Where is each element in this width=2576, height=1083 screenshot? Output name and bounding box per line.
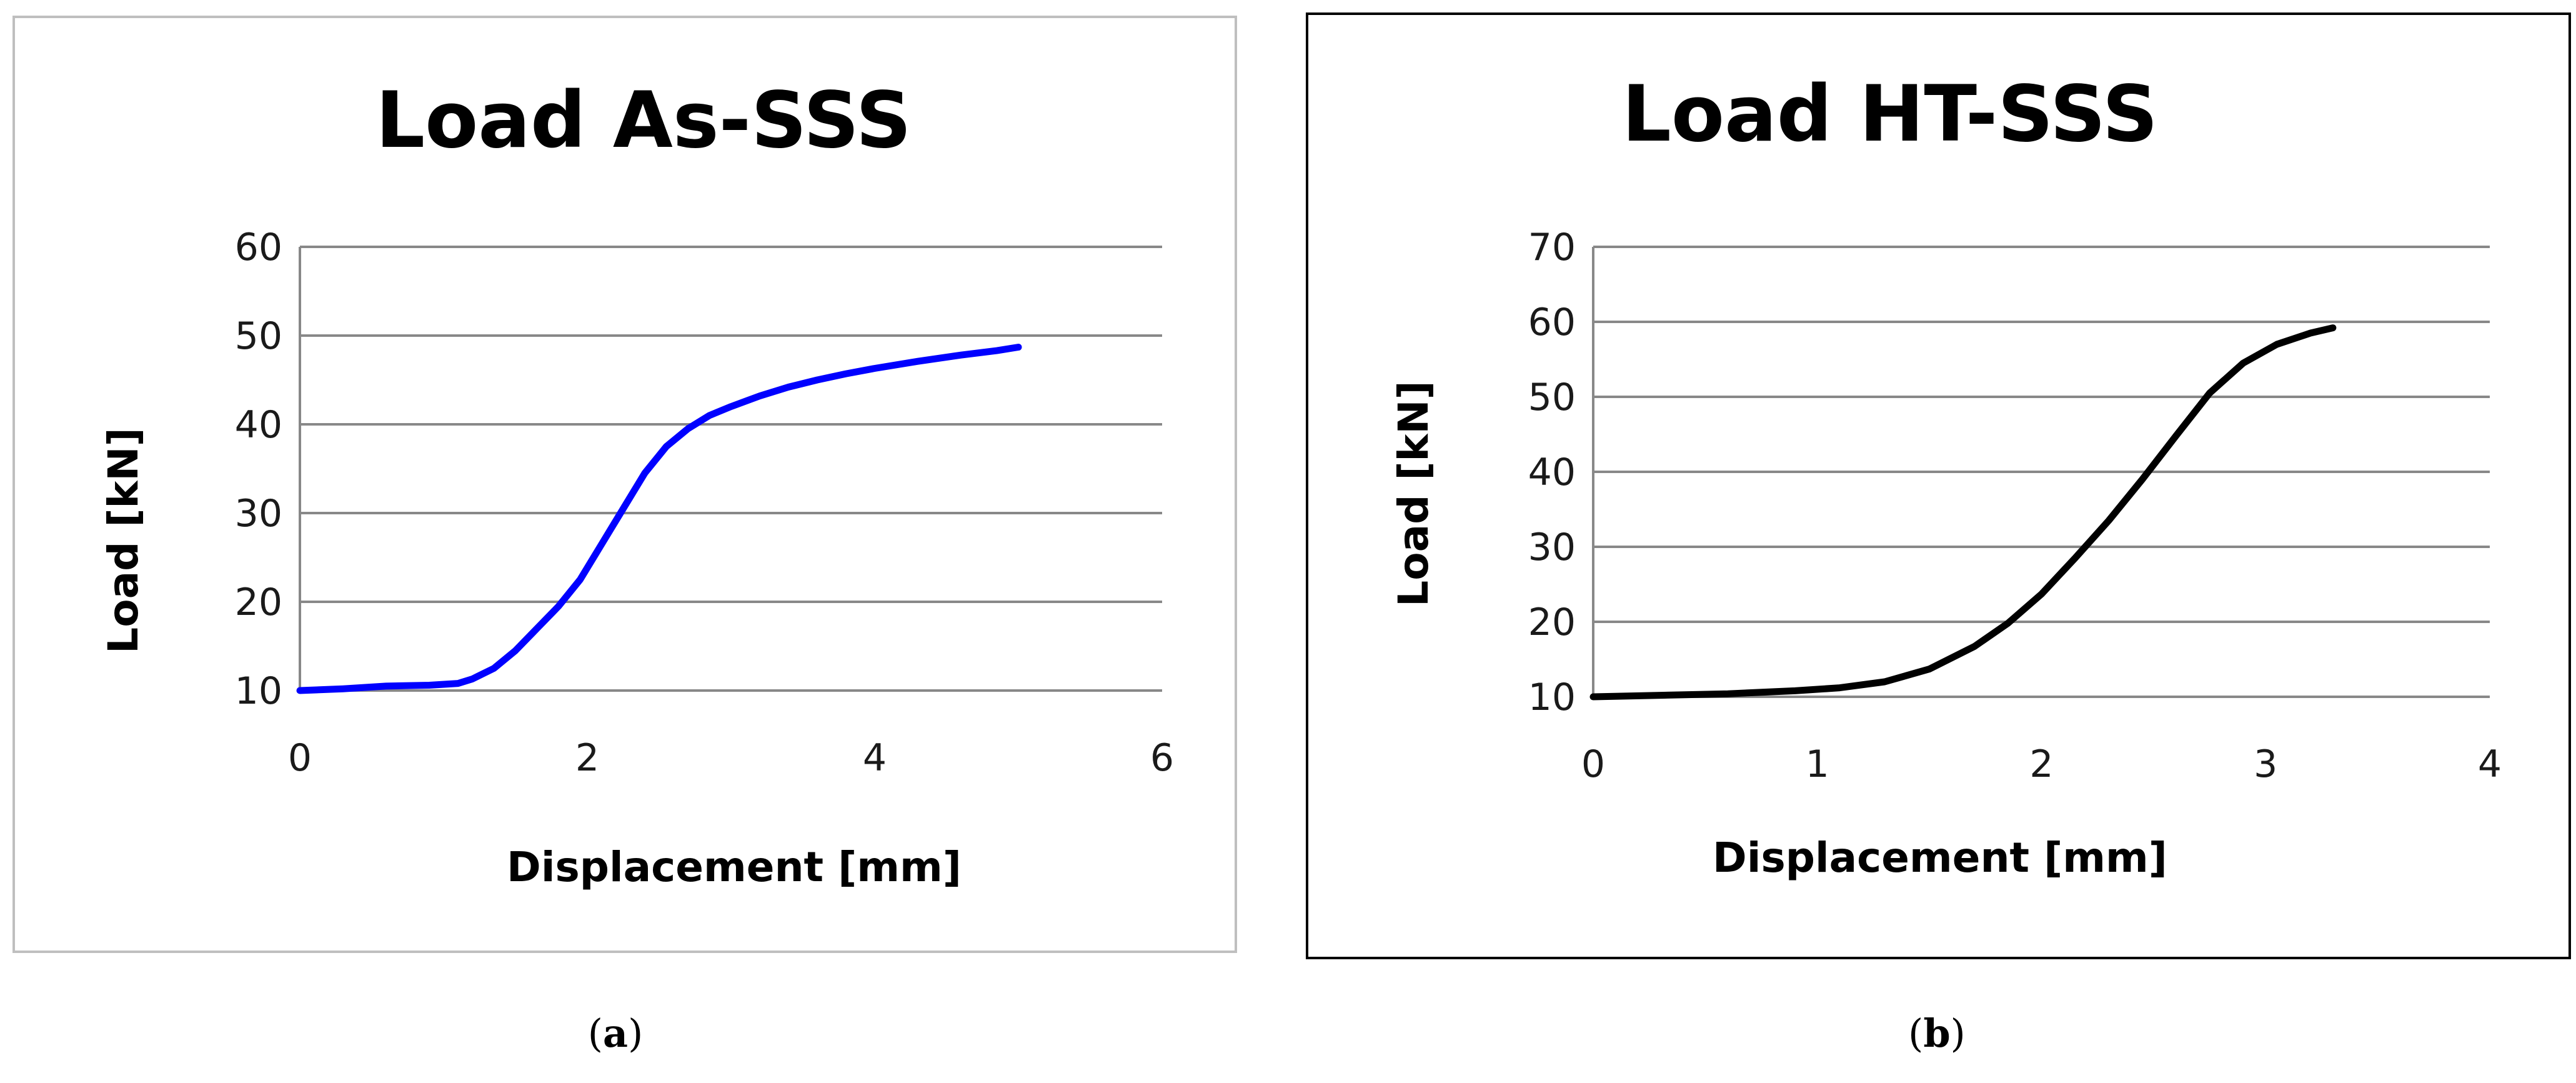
chart-b: Load HT-SSS Displacement [mm] Load [kN] … bbox=[1390, 69, 2502, 882]
y-tick-label: 10 bbox=[1528, 676, 1576, 719]
chart-title: Load HT-SSS bbox=[1622, 69, 2158, 159]
y-tick-label: 40 bbox=[1528, 451, 1576, 494]
y-tick-label: 20 bbox=[1528, 601, 1576, 644]
y-tick-label: 20 bbox=[235, 581, 282, 624]
series-line bbox=[1589, 324, 2337, 701]
x-tick-label: 2 bbox=[2029, 742, 2053, 786]
caption-b: (b) bbox=[1908, 1011, 1966, 1056]
chart-panel-b bbox=[1306, 12, 2571, 959]
x-tick-label: 0 bbox=[1581, 742, 1605, 786]
y-axis-title: Load [kN] bbox=[99, 427, 147, 654]
x-tick-label: 1 bbox=[1806, 742, 1829, 786]
x-tick-label: 2 bbox=[575, 736, 599, 780]
caption-a: (a) bbox=[588, 1011, 644, 1056]
x-tick-label: 3 bbox=[2254, 742, 2277, 786]
x-axis-title: Displacement [mm] bbox=[507, 843, 962, 891]
x-tick-label: 6 bbox=[1150, 736, 1174, 780]
y-axis-title: Load [kN] bbox=[1390, 381, 1438, 607]
y-tick-label: 40 bbox=[235, 403, 282, 447]
x-axis-title: Displacement [mm] bbox=[1713, 834, 2167, 882]
chart-title: Load As-SSS bbox=[375, 76, 912, 166]
y-tick-label: 30 bbox=[235, 492, 282, 536]
y-tick-label: 30 bbox=[1528, 526, 1576, 569]
y-tick-label: 10 bbox=[235, 669, 282, 713]
chart-panel-a bbox=[12, 16, 1237, 953]
x-tick-label: 4 bbox=[863, 736, 887, 780]
chart-a: Load As-SSS Displacement [mm] Load [kN] … bbox=[99, 76, 1174, 891]
y-tick-label: 50 bbox=[1528, 376, 1576, 419]
y-tick-label: 60 bbox=[235, 226, 282, 269]
y-tick-label: 70 bbox=[1528, 226, 1576, 269]
captions: (a) (b) bbox=[588, 1011, 1966, 1056]
series-line bbox=[296, 344, 1022, 694]
x-tick-label: 4 bbox=[2478, 742, 2502, 786]
x-tick-label: 0 bbox=[288, 736, 312, 780]
y-tick-label: 60 bbox=[1528, 301, 1576, 344]
y-tick-label: 50 bbox=[235, 314, 282, 358]
